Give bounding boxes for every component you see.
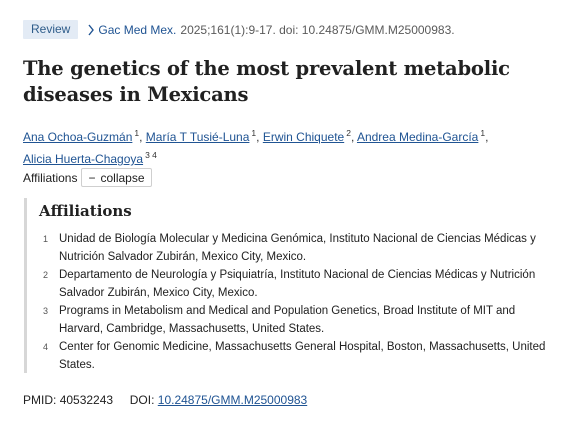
affiliations-toggle-row: Affiliations − collapse bbox=[23, 168, 152, 187]
affiliations-list: 1 Unidad de Biología Molecular y Medicin… bbox=[39, 230, 559, 374]
affiliation-ref[interactable]: 2 bbox=[346, 128, 351, 138]
affiliation-ref[interactable]: 1 bbox=[480, 128, 486, 138]
collapse-affiliations-button[interactable]: − collapse bbox=[81, 168, 152, 187]
affiliation-number: 4 bbox=[43, 342, 49, 352]
doi-link[interactable]: 10.24875/GMM.M25000983 bbox=[157, 393, 308, 407]
affiliations-panel: Affiliations 1 Unidad de Biología Molecu… bbox=[24, 198, 562, 373]
pmid-label: PMID: bbox=[23, 393, 57, 407]
affiliation-ref[interactable]: 1 bbox=[251, 128, 257, 138]
publication-type-badge: Review bbox=[23, 20, 79, 39]
affiliation-text: Programs in Metabolism and Medical and P… bbox=[59, 305, 516, 335]
journal-link[interactable]: Gac Med Mex. bbox=[98, 22, 177, 37]
affiliation-item: 2 Departamento de Neurología y Psiquiatr… bbox=[39, 266, 559, 302]
author-link[interactable]: Andrea Medina-García bbox=[356, 130, 479, 144]
doi-label: DOI: bbox=[129, 393, 155, 407]
author-link[interactable]: María T Tusié-Luna bbox=[145, 130, 250, 144]
author-link[interactable]: Erwin Chiquete bbox=[262, 130, 345, 144]
chevron-right-icon bbox=[88, 24, 95, 35]
pmid-value: 40532243 bbox=[59, 393, 114, 407]
author-link[interactable]: Ana Ochoa-Guzmán bbox=[23, 130, 133, 144]
affiliation-number: 3 bbox=[43, 306, 49, 316]
affiliation-number: 1 bbox=[43, 234, 49, 244]
minus-icon: − bbox=[88, 170, 96, 185]
article-title: The genetics of the most prevalent metab… bbox=[23, 57, 510, 106]
affiliation-item: 1 Unidad de Biología Molecular y Medicin… bbox=[39, 230, 559, 266]
author-link[interactable]: Alicia Huerta-Chagoya bbox=[23, 152, 144, 166]
affiliation-ref[interactable]: 3 4 bbox=[145, 150, 157, 160]
collapse-button-label: collapse bbox=[100, 170, 145, 185]
article-identifiers: PMID: 40532243 DOI: 10.24875/GMM.M250009… bbox=[23, 393, 307, 407]
publication-line: Review Gac Med Mex. 2025;161(1):9-17. do… bbox=[23, 20, 455, 39]
author-list: Ana Ochoa-Guzmán 1, María T Tusié-Luna 1, … bbox=[23, 128, 489, 166]
affiliation-text: Unidad de Biología Molecular y Medicina … bbox=[59, 233, 536, 263]
affiliations-label: Affiliations bbox=[23, 170, 78, 185]
affiliation-item: 3 Programs in Metabolism and Medical and… bbox=[39, 302, 559, 338]
affiliation-number: 2 bbox=[43, 270, 49, 280]
affiliation-item: 4 Center for Genomic Medicine, Massachus… bbox=[39, 338, 559, 374]
affiliation-ref[interactable]: 1 bbox=[134, 128, 140, 138]
affiliation-text: Departamento de Neurología y Psiquiatría… bbox=[59, 269, 536, 299]
citation-text: 2025;161(1):9-17. doi: 10.24875/GMM.M250… bbox=[180, 22, 455, 37]
affiliations-heading: Affiliations bbox=[39, 202, 132, 220]
affiliation-text: Center for Genomic Medicine, Massachuset… bbox=[59, 341, 546, 371]
